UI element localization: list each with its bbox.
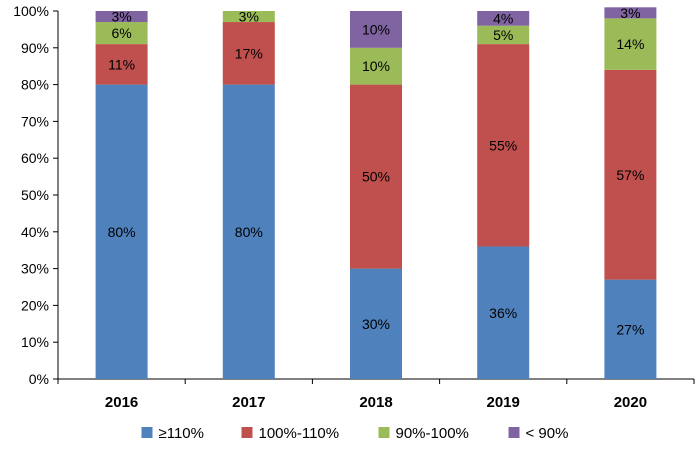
data-label: 36% (489, 305, 517, 321)
legend-label: 100%-110% (259, 425, 340, 442)
y-tick-label: 50% (21, 187, 49, 203)
x-tick-label: 2019 (487, 394, 520, 411)
legend-swatch (241, 427, 253, 438)
data-label: 30% (362, 316, 390, 332)
legend-swatch (378, 427, 390, 438)
y-tick-label: 60% (21, 150, 49, 166)
x-tick-label: 2016 (105, 394, 138, 411)
bar-segment (604, 279, 657, 379)
data-label: 27% (616, 321, 644, 337)
bar-segment (350, 84, 402, 269)
data-label: 80% (108, 224, 136, 240)
bar-segment (477, 25, 530, 45)
y-tick-label: 20% (21, 297, 49, 313)
data-label: 6% (111, 25, 131, 41)
bar-segment (95, 84, 148, 379)
bar-segment (350, 268, 402, 379)
y-tick-label: 100% (13, 3, 49, 19)
data-label: 3% (239, 9, 259, 25)
x-tick-label: 2017 (232, 394, 265, 411)
y-tick-label: 30% (21, 261, 49, 277)
bar-segment (95, 11, 148, 23)
bar-segment (477, 44, 530, 247)
bar-segment (604, 7, 657, 19)
legend-label: ≥110% (159, 425, 204, 442)
data-label: 50% (362, 169, 390, 185)
y-tick-label: 80% (21, 77, 49, 93)
y-tick-label: 70% (21, 113, 49, 129)
bar-segment (222, 11, 275, 23)
bar-segment (350, 47, 402, 85)
data-label: 14% (616, 36, 644, 52)
data-label: 3% (111, 9, 131, 25)
x-tick-label: 2018 (359, 394, 392, 411)
bar-segment (222, 22, 275, 85)
bar-segment (222, 84, 275, 379)
bar-segment (95, 44, 148, 85)
data-label: 80% (235, 224, 263, 240)
data-label: 11% (108, 56, 135, 72)
legend-label: < 90% (526, 425, 569, 442)
y-tick-label: 90% (21, 40, 49, 56)
y-tick-label: 0% (29, 371, 49, 387)
legend-swatch (508, 427, 520, 438)
bar-segment (95, 22, 148, 45)
bar-segment (604, 69, 657, 280)
legend-label: 90%-100% (396, 425, 469, 442)
x-tick-label: 2020 (614, 394, 647, 411)
data-label: 10% (362, 58, 390, 74)
data-label: 17% (235, 45, 263, 61)
y-tick-label: 40% (21, 224, 49, 240)
data-label: 4% (493, 10, 513, 26)
data-label: 10% (362, 21, 390, 37)
bar-segment (350, 11, 402, 48)
bar-segment (477, 246, 530, 379)
data-label: 3% (620, 5, 640, 21)
data-label: 57% (616, 167, 644, 183)
y-tick-label: 10% (21, 334, 49, 350)
data-label: 55% (489, 137, 517, 153)
bar-segment (477, 11, 530, 26)
bar-segment (604, 18, 657, 70)
data-label: 5% (493, 27, 513, 43)
legend-swatch (141, 427, 153, 438)
